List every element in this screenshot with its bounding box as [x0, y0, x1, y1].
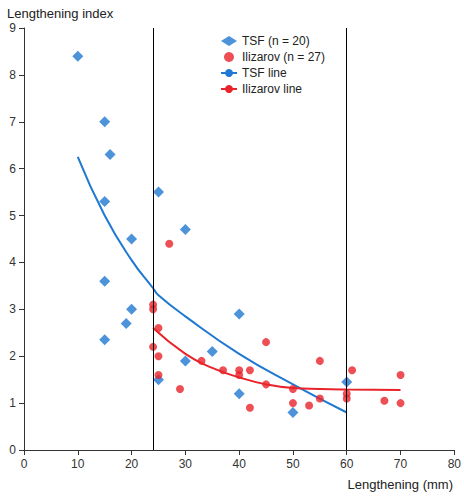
- svg-text:8: 8: [9, 68, 16, 82]
- svg-text:70: 70: [394, 457, 408, 471]
- svg-text:1: 1: [9, 396, 16, 410]
- svg-text:5: 5: [9, 209, 16, 223]
- svg-text:80: 80: [448, 457, 462, 471]
- svg-text:2: 2: [9, 349, 16, 363]
- svg-text:TSF (n = 20): TSF (n = 20): [242, 34, 310, 48]
- svg-text:Ilizarov line: Ilizarov line: [242, 82, 302, 96]
- svg-text:3: 3: [9, 302, 16, 316]
- svg-text:9: 9: [9, 21, 16, 35]
- svg-text:7: 7: [9, 115, 16, 129]
- svg-text:4: 4: [9, 255, 16, 269]
- svg-text:0: 0: [21, 457, 28, 471]
- svg-text:0: 0: [9, 443, 16, 457]
- svg-text:40: 40: [232, 457, 246, 471]
- svg-text:60: 60: [340, 457, 354, 471]
- svg-text:20: 20: [125, 457, 139, 471]
- svg-text:Lengthening index: Lengthening index: [7, 6, 114, 21]
- svg-text:TSF line: TSF line: [242, 66, 287, 80]
- svg-text:6: 6: [9, 162, 16, 176]
- svg-text:Lengthening (mm): Lengthening (mm): [348, 477, 454, 492]
- svg-text:50: 50: [286, 457, 300, 471]
- svg-text:10: 10: [71, 457, 85, 471]
- svg-text:Ilizarov (n = 27): Ilizarov (n = 27): [242, 50, 325, 64]
- svg-text:30: 30: [179, 457, 193, 471]
